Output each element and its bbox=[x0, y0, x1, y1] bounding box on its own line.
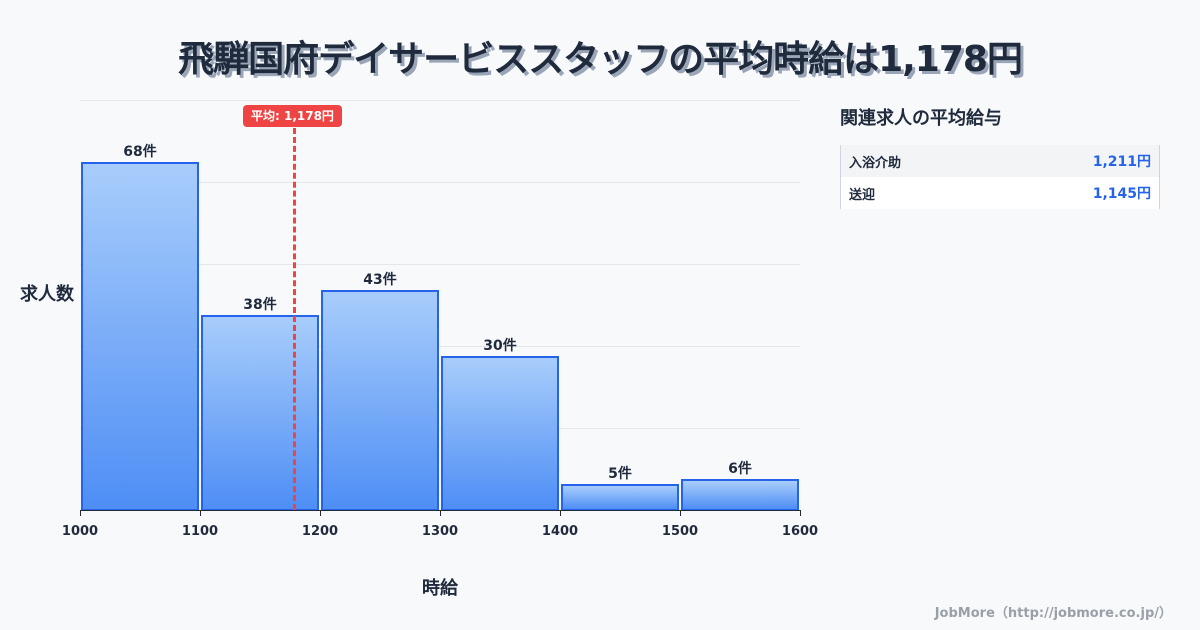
related-job-row: 送迎 1,145円 bbox=[841, 177, 1159, 209]
x-tick-mark bbox=[320, 510, 321, 516]
related-job-value: 1,211円 bbox=[1092, 154, 1151, 170]
x-tick-mark bbox=[200, 510, 201, 516]
gridline bbox=[80, 264, 800, 265]
histogram-bar bbox=[201, 315, 319, 511]
related-job-name: 入浴介助 bbox=[849, 155, 902, 171]
histogram-bar bbox=[561, 484, 679, 511]
x-tick-label: 1600 bbox=[781, 524, 819, 539]
bar-value-label: 30件 bbox=[483, 338, 517, 355]
average-badge: 平均: 1,178円 bbox=[243, 105, 342, 127]
x-tick-mark bbox=[560, 510, 561, 516]
bar-value-label: 43件 bbox=[363, 271, 397, 288]
related-job-name: 送迎 bbox=[849, 187, 876, 203]
histogram-chart: 68件 38件 43件 30件 5件 6件 1000 1100 1200 1300 1400 150… bbox=[20, 100, 819, 599]
x-axis-label: 時給 bbox=[422, 578, 458, 599]
x-tick-mark bbox=[680, 510, 681, 516]
bar-value-label: 5件 bbox=[608, 466, 632, 483]
x-tick-label: 1500 bbox=[661, 524, 699, 539]
bar-value-label: 6件 bbox=[728, 461, 752, 478]
y-axis-label: 求人数 bbox=[20, 284, 74, 305]
related-job-value: 1,145円 bbox=[1092, 186, 1151, 202]
bar-value-label: 38件 bbox=[243, 297, 277, 314]
page-title: 飛騨国府デイサービススタッフの平均時給は1,178円 bbox=[178, 39, 1023, 80]
bar-value-label: 68件 bbox=[123, 143, 157, 160]
x-tick-mark bbox=[440, 510, 441, 516]
related-jobs-table: 入浴介助 1,211円 送迎 1,145円 bbox=[840, 145, 1160, 209]
related-jobs-title: 関連求人の平均給与 bbox=[840, 108, 1002, 129]
related-job-row: 入浴介助 1,211円 bbox=[841, 145, 1159, 177]
gridline bbox=[80, 100, 800, 101]
x-tick-label: 1000 bbox=[61, 524, 99, 539]
x-tick-mark bbox=[80, 510, 81, 516]
histogram-bar bbox=[81, 161, 199, 511]
x-tick-label: 1200 bbox=[301, 524, 339, 539]
gridline bbox=[80, 346, 800, 347]
x-tick-label: 1100 bbox=[181, 524, 219, 539]
gridline bbox=[80, 428, 800, 429]
footer-credit: JobMore（http://jobmore.co.jp/） bbox=[934, 606, 1172, 621]
x-tick-label: 1300 bbox=[421, 524, 459, 539]
x-tick-mark bbox=[800, 510, 801, 516]
x-tick-label: 1400 bbox=[541, 524, 579, 539]
histogram-bar bbox=[681, 479, 799, 511]
gridline bbox=[80, 182, 800, 183]
average-line bbox=[292, 128, 296, 510]
histogram-bar bbox=[321, 289, 439, 511]
histogram-bar bbox=[441, 356, 559, 511]
